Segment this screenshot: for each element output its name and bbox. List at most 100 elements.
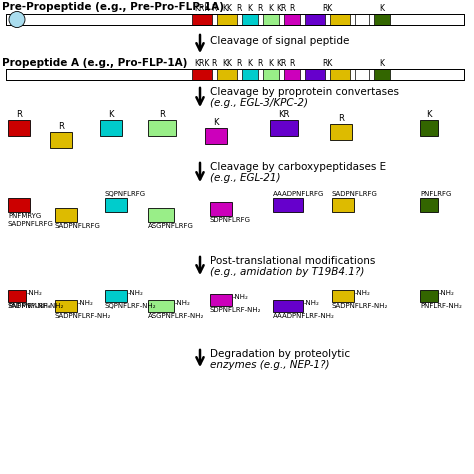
Bar	[6, 69, 464, 80]
Text: Cleavage of signal peptide: Cleavage of signal peptide	[210, 36, 349, 46]
Bar	[284, 69, 300, 80]
Text: (e.g., amidation by T19B4.1?): (e.g., amidation by T19B4.1?)	[210, 267, 365, 277]
Text: KRK: KRK	[194, 59, 210, 68]
Bar	[192, 69, 212, 80]
Text: SADPNFLRFG: SADPNFLRFG	[55, 223, 101, 229]
Text: RK: RK	[322, 59, 332, 68]
Bar	[8, 290, 26, 302]
Bar	[374, 14, 390, 25]
Text: ASGPNFLRFG: ASGPNFLRFG	[148, 223, 194, 229]
Text: SADPNFLRFG: SADPNFLRFG	[8, 221, 54, 227]
Bar	[330, 69, 350, 80]
Text: R: R	[257, 59, 263, 68]
Text: R: R	[211, 59, 217, 68]
Text: SADPNFLRF-NH₂: SADPNFLRF-NH₂	[8, 303, 64, 309]
Text: Cleavage by carboxypeptidases E: Cleavage by carboxypeptidases E	[210, 162, 386, 172]
Text: PNFLRFG: PNFLRFG	[420, 191, 451, 197]
Text: R: R	[257, 4, 263, 13]
Text: (e.g., EGL-3/KPC-2): (e.g., EGL-3/KPC-2)	[210, 98, 308, 108]
Bar	[105, 198, 127, 212]
Bar	[374, 69, 390, 80]
Text: KRK: KRK	[194, 4, 210, 13]
Bar	[273, 198, 303, 212]
Bar	[270, 120, 298, 136]
Bar	[192, 14, 212, 25]
Bar	[420, 198, 438, 212]
Text: Pre-Propeptide (e.g., Pre-Pro-FLP-1A): Pre-Propeptide (e.g., Pre-Pro-FLP-1A)	[2, 2, 224, 12]
Text: K: K	[268, 59, 273, 68]
Text: K: K	[268, 4, 273, 13]
Bar	[105, 290, 127, 302]
Text: K: K	[380, 4, 384, 13]
Bar	[55, 208, 77, 222]
Bar	[6, 69, 464, 80]
Text: KR: KR	[278, 110, 290, 119]
Text: SQPNFLRFG: SQPNFLRFG	[105, 191, 146, 197]
Text: R: R	[16, 110, 22, 119]
Bar	[210, 202, 232, 216]
Bar	[8, 120, 30, 136]
Bar	[148, 120, 176, 136]
Text: AAADPNFLRF-NH₂: AAADPNFLRF-NH₂	[273, 313, 335, 319]
Text: KK: KK	[222, 4, 232, 13]
Text: K: K	[247, 59, 253, 68]
Text: K: K	[247, 4, 253, 13]
Text: SQPNFLRF-NH₂: SQPNFLRF-NH₂	[105, 303, 156, 309]
Text: SADPNFLRF-NH₂: SADPNFLRF-NH₂	[55, 313, 111, 319]
Text: R: R	[237, 59, 242, 68]
Text: -NH₂: -NH₂	[27, 290, 43, 296]
Bar	[420, 290, 438, 302]
Text: K: K	[426, 110, 432, 119]
Bar	[217, 69, 237, 80]
Text: Post-translational modifications: Post-translational modifications	[210, 256, 375, 266]
Text: -NH₂: -NH₂	[78, 300, 94, 306]
Bar	[273, 300, 303, 312]
Bar	[263, 69, 279, 80]
Text: Propeptide A (e.g., Pro-FLP-1A): Propeptide A (e.g., Pro-FLP-1A)	[2, 58, 187, 68]
Text: R: R	[338, 114, 344, 123]
Bar	[420, 120, 438, 136]
Text: (e.g., EGL-21): (e.g., EGL-21)	[210, 173, 281, 183]
Bar	[284, 14, 300, 25]
Circle shape	[9, 11, 25, 27]
Bar	[217, 14, 237, 25]
Bar	[355, 69, 369, 80]
Text: R: R	[237, 4, 242, 13]
Text: R: R	[211, 4, 217, 13]
Text: -NH₂: -NH₂	[355, 290, 371, 296]
Text: KK: KK	[222, 59, 232, 68]
Text: PNFLRF-NH₂: PNFLRF-NH₂	[420, 303, 462, 309]
Text: SADPNFLRF-NH₂: SADPNFLRF-NH₂	[332, 303, 388, 309]
Bar	[305, 69, 325, 80]
Text: -NH₂: -NH₂	[233, 294, 249, 300]
Text: K: K	[213, 118, 219, 127]
Text: -NH₂: -NH₂	[304, 300, 320, 306]
Bar	[332, 290, 354, 302]
Bar	[305, 14, 325, 25]
Text: R: R	[159, 110, 165, 119]
Bar	[242, 14, 258, 25]
Bar	[355, 14, 369, 25]
Text: RK: RK	[322, 4, 332, 13]
Bar	[242, 69, 258, 80]
Text: KR: KR	[276, 59, 286, 68]
Text: R: R	[58, 122, 64, 131]
Text: SDPNFLRF-NH₂: SDPNFLRF-NH₂	[210, 307, 262, 313]
Text: K: K	[380, 59, 384, 68]
Text: PNFMRYG: PNFMRYG	[8, 213, 41, 219]
Bar	[148, 300, 174, 312]
Bar	[6, 14, 464, 25]
Bar	[50, 132, 72, 148]
Text: K: K	[108, 110, 114, 119]
Text: Degradation by proteolytic: Degradation by proteolytic	[210, 349, 350, 359]
Text: R: R	[289, 4, 295, 13]
Bar	[332, 198, 354, 212]
Text: ASGPNFLRF-NH₂: ASGPNFLRF-NH₂	[148, 313, 204, 319]
Bar	[100, 120, 122, 136]
Bar	[330, 14, 350, 25]
Text: -NH₂: -NH₂	[175, 300, 191, 306]
Text: Cleavage by proprotein convertases: Cleavage by proprotein convertases	[210, 87, 399, 97]
Bar	[55, 300, 77, 312]
Bar	[330, 124, 352, 140]
Text: SADPNFLRFG: SADPNFLRFG	[332, 191, 378, 197]
